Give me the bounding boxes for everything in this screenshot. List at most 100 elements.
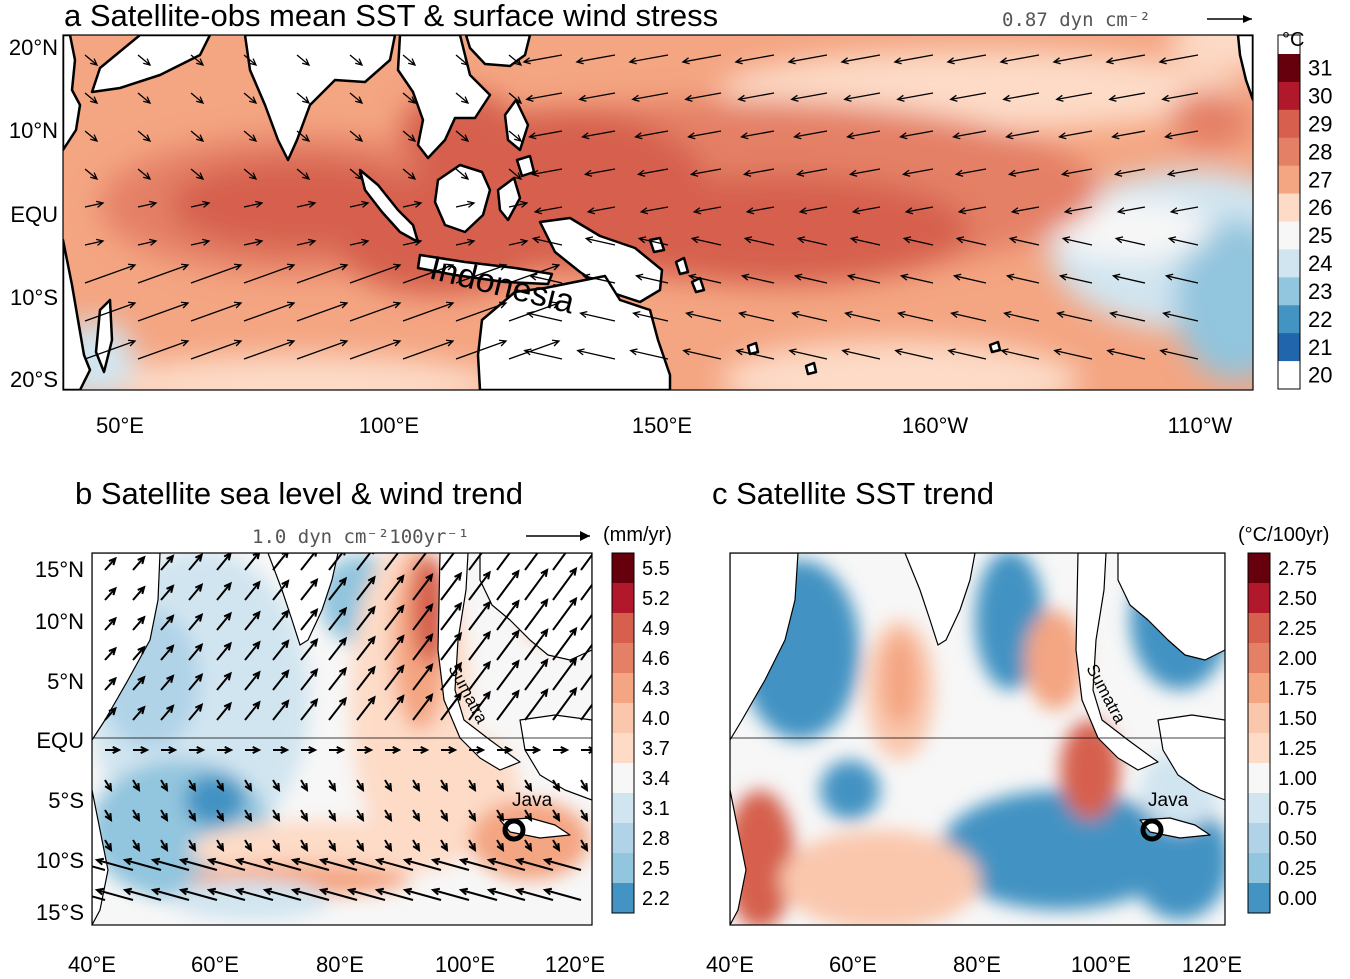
panel-b-xtick: 80°E	[316, 952, 364, 977]
panel-c-colorbar-swatch	[1248, 613, 1270, 644]
panel-b-colorbar-swatch	[612, 733, 634, 764]
panel-a-wind-arrow	[1005, 130, 1040, 140]
panel-a-wind-arrow	[402, 238, 423, 246]
panel-a-wind-arrow	[349, 130, 364, 142]
panel-c-label-java: Java	[1148, 790, 1189, 811]
panel-b-wind-arrow	[94, 857, 134, 871]
panel-a-frame	[62, 34, 1254, 391]
panel-b-frame	[91, 552, 593, 926]
panel-c-colorbar-label: 1.00	[1278, 768, 1317, 790]
panel-a-wind-arrow	[296, 92, 311, 104]
panel-b-wind-arrow	[272, 699, 290, 721]
panel-a-wind-arrow	[1162, 310, 1199, 322]
panel-b-wind-arrow	[188, 809, 197, 822]
panel-a-ytick: 20°N	[9, 35, 58, 60]
panel-b-colorbar-label: 5.5	[642, 558, 670, 580]
panel-a-wind-arrow	[296, 168, 311, 180]
panel-b-wind-arrow	[580, 673, 592, 691]
panel-c-colorbar-label: 0.50	[1278, 828, 1317, 850]
panel-a-wind-arrow	[531, 236, 563, 246]
panel-b-wind-arrow	[468, 809, 477, 822]
panel-b-wind-arrow	[206, 857, 246, 871]
panel-b-wind-arrow	[524, 658, 549, 691]
panel-a-wind-arrow	[243, 130, 258, 142]
panel-a-map: Indonesia	[63, 35, 1253, 390]
panel-a-wind-arrow	[1166, 168, 1199, 177]
panel-a-wind-arrow	[791, 310, 828, 322]
panel-b-wind-arrow	[413, 746, 430, 754]
panel-b-wind-arrow	[160, 554, 175, 571]
panel-b-wind-arrow	[244, 779, 253, 792]
panel-b-wind-arrow	[440, 661, 463, 691]
panel-c-colorbar: (°C/100yr) 2.75 2.50 2.25 2.00 1.75 1.50 1.25 1…	[1238, 524, 1329, 914]
panel-b-ytick: EQU	[36, 728, 84, 753]
panel-a-wind-arrow	[137, 263, 190, 284]
panel-b-wind-arrow	[244, 839, 253, 852]
panel-a-wind-arrow	[190, 339, 243, 360]
panel-a-wind-arrow	[687, 130, 722, 140]
panel-b-wind-arrow	[496, 839, 505, 852]
panel-b-wind-arrow	[300, 839, 309, 852]
panel-a-wind-arrow	[999, 54, 1040, 65]
panel-c-map: Sumatra Java	[730, 553, 1225, 925]
panel-c-title: c Satellite SST trend	[712, 476, 994, 511]
panel-b-wind-arrow	[580, 809, 589, 822]
panel-a-wind-arrow	[1056, 310, 1093, 322]
panel-a-wind-arrow	[508, 263, 561, 284]
panel-b-wind-arrow	[273, 746, 290, 754]
panel-b-wind-arrow	[580, 839, 589, 852]
panel-a-wind-arrow	[687, 273, 722, 284]
panel-a-wind-arrow	[508, 92, 523, 104]
panel-b-wind-arrow	[412, 553, 428, 571]
panel-b-wind-arrow	[216, 581, 232, 601]
panel-a-wind-arrow	[137, 200, 158, 208]
panel-c-xtick: 80°E	[953, 952, 1001, 977]
panel-b-xtick: 120°E	[545, 952, 605, 977]
panel-b-wind-arrow	[468, 553, 483, 571]
panel-a-wind-arrow	[402, 263, 455, 284]
panel-a-colorbar-label: 27	[1308, 167, 1332, 192]
panel-a-wind-arrow	[1111, 273, 1146, 284]
panel-b-wind-arrow	[356, 553, 375, 571]
panel-b-wind-arrow	[469, 746, 486, 754]
panel-a-colorbar-swatch	[1278, 137, 1300, 167]
panel-b-wind-arrow	[104, 556, 117, 571]
panel-b-wind-arrow	[104, 676, 117, 691]
panel-b-colorbar: (mm/yr) 5.5 5.2 4.9 4.6 4.3 4.0 3.7 3.4 3.1 2.8 2.…	[603, 524, 672, 914]
panel-b-wind-arrow	[524, 839, 533, 852]
panel-a-wind-arrow	[1164, 130, 1199, 140]
panel-b-wind-arrow	[178, 887, 218, 901]
panel-a-wind-arrow	[243, 238, 264, 246]
panel-b-wind-arrow	[122, 857, 162, 871]
panel-b-wind-arrow	[385, 746, 402, 754]
panel-b-wind-arrow	[524, 553, 539, 571]
panel-a-wind-arrow	[349, 200, 370, 208]
panel-a-wind-arrow	[84, 301, 137, 322]
panel-a-wind-arrow	[455, 339, 508, 360]
panel-a-wind-arrow	[508, 168, 523, 180]
panel-b-wind-arrow	[122, 887, 162, 901]
panel-a-colorbar-label: 26	[1308, 195, 1332, 220]
panel-a-colorbar-swatch	[1278, 109, 1300, 139]
panel-a-wind-arrow	[841, 348, 881, 360]
panel-b-wind-arrow	[514, 857, 554, 871]
panel-a-wind-arrow	[523, 348, 563, 360]
panel-b-wind-arrow	[496, 689, 520, 721]
panel-b-colorbar-label: 2.2	[642, 888, 670, 910]
panel-b-wind-arrow	[94, 887, 134, 901]
panel-a-wind-vectors	[84, 54, 1199, 360]
panel-b-colorbar-label: 3.7	[642, 738, 670, 760]
panel-a-wind-arrow	[952, 273, 987, 284]
panel-a-colorbar-label: 28	[1308, 139, 1332, 164]
panel-a-wind-arrow	[742, 168, 775, 177]
panel-b-wind-arrow	[188, 642, 204, 661]
panel-b-label-java: Java	[512, 790, 553, 811]
panel-a-wind-arrow	[793, 273, 828, 284]
panel-b-wind-arrow	[300, 809, 309, 822]
panel-b-colorbar-swatch	[612, 853, 634, 884]
panel-a-wind-arrow	[243, 339, 296, 360]
panel-a-wind-arrow	[296, 238, 317, 246]
panel-c-colorbar-label: 0.00	[1278, 888, 1317, 910]
panel-a-wind-arrow	[190, 130, 205, 142]
